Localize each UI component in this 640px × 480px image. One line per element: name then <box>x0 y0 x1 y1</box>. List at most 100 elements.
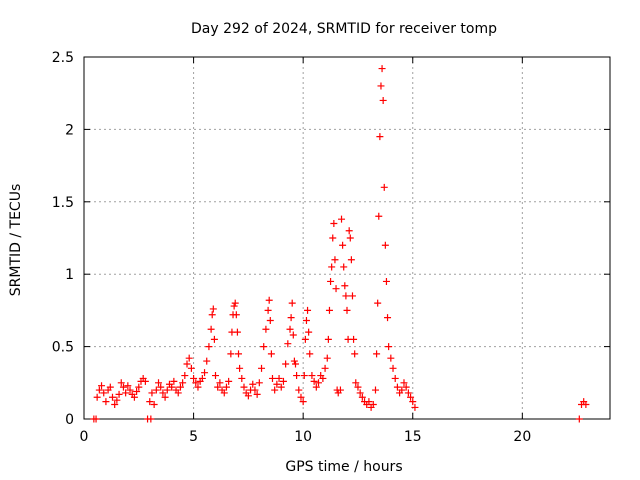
data-point <box>212 372 219 380</box>
data-point <box>402 383 410 391</box>
data-point <box>168 383 176 391</box>
data-point <box>111 401 119 409</box>
data-point <box>329 234 337 242</box>
data-point <box>354 383 362 391</box>
x-tick-label: 10 <box>294 429 312 445</box>
data-point <box>324 335 332 343</box>
data-point <box>98 382 106 390</box>
data-point <box>299 398 307 406</box>
data-point <box>400 379 408 387</box>
data-point <box>315 379 323 387</box>
data-point <box>305 328 313 336</box>
data-point <box>122 389 130 397</box>
y-tick-label: 1.5 <box>52 195 74 211</box>
data-point <box>271 386 279 394</box>
data-point <box>148 389 156 397</box>
data-point <box>375 212 383 220</box>
data-point <box>339 241 347 249</box>
data-point <box>93 393 101 401</box>
data-point <box>95 386 103 394</box>
data-point <box>384 314 392 322</box>
data-point <box>287 314 295 322</box>
data-point <box>273 380 281 388</box>
data-point <box>369 401 377 409</box>
data-point <box>216 379 224 387</box>
axis-ticks: 0 5 10 15 20 0 0.5 1 1.5 2 2.5 <box>52 50 610 445</box>
data-point <box>190 374 198 382</box>
data-point <box>356 389 364 397</box>
data-point <box>209 305 217 313</box>
data-point <box>187 364 195 372</box>
data-point <box>376 133 384 141</box>
x-tick-label: 15 <box>404 429 422 445</box>
data-point <box>575 415 583 423</box>
data-point <box>147 415 155 423</box>
data-point <box>336 386 344 394</box>
data-point <box>236 364 244 372</box>
data-point <box>385 343 393 351</box>
data-point <box>155 379 163 387</box>
data-point <box>249 380 257 388</box>
data-point <box>170 377 178 385</box>
data-point <box>341 282 349 290</box>
data-point <box>411 403 419 411</box>
data-point <box>108 393 116 401</box>
data-point <box>284 340 292 348</box>
data-point <box>338 215 346 223</box>
data-point <box>152 386 160 394</box>
data-point <box>181 372 189 380</box>
x-axis-label: GPS time / hours <box>285 459 402 475</box>
data-point <box>382 277 390 285</box>
y-tick-label: 0.5 <box>52 340 74 356</box>
data-point <box>264 306 272 314</box>
data-point <box>371 386 379 394</box>
data-point <box>159 389 167 397</box>
data-point <box>130 393 138 401</box>
data-point <box>332 285 340 293</box>
data-point <box>340 263 348 271</box>
data-point <box>346 234 354 242</box>
data-point <box>267 350 275 358</box>
data-point <box>304 306 312 314</box>
data-point <box>380 183 388 191</box>
data-point <box>293 372 301 380</box>
data-points <box>90 65 590 423</box>
data-point <box>214 383 222 391</box>
data-point <box>194 383 202 391</box>
data-point <box>124 382 132 390</box>
data-point <box>345 227 353 235</box>
data-point <box>203 357 211 365</box>
data-point <box>225 377 233 385</box>
x-tick-label: 5 <box>189 429 198 445</box>
data-point <box>323 354 331 362</box>
data-point <box>119 383 127 391</box>
data-point <box>201 369 209 377</box>
data-point <box>183 360 191 368</box>
data-point <box>381 241 389 249</box>
data-point <box>135 383 143 391</box>
data-point <box>253 390 261 398</box>
data-point <box>279 377 287 385</box>
data-point <box>407 393 415 401</box>
data-point <box>146 398 154 406</box>
data-point <box>398 386 406 394</box>
data-point <box>208 311 216 319</box>
data-point <box>409 398 417 406</box>
data-point <box>265 296 273 304</box>
data-point <box>176 383 184 391</box>
data-point <box>231 299 239 307</box>
data-point <box>233 328 241 336</box>
y-axis-label: SRMTID / TECUs <box>8 184 24 297</box>
data-point <box>282 360 290 368</box>
data-point <box>161 393 169 401</box>
data-point <box>378 65 386 73</box>
data-point <box>342 292 350 300</box>
data-point <box>141 377 149 385</box>
data-point <box>295 386 303 394</box>
data-point <box>232 311 240 319</box>
data-point <box>113 396 121 404</box>
data-point <box>348 292 356 300</box>
data-point <box>331 256 339 264</box>
chart-title: Day 292 of 2024, SRMTID for receiver tom… <box>191 21 497 37</box>
